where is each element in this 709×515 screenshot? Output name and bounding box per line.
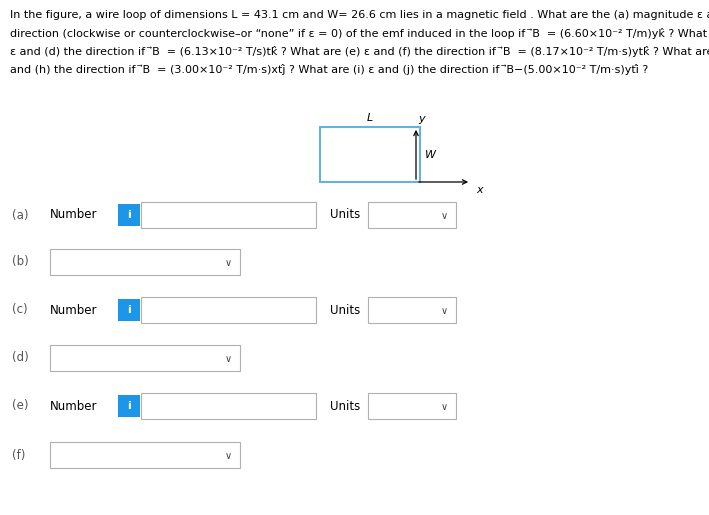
Text: ∨: ∨: [225, 451, 232, 461]
Text: W: W: [425, 149, 436, 160]
Bar: [50, 249, 240, 275]
Bar: [118, 204, 140, 226]
Bar: [141, 393, 316, 419]
Text: ∨: ∨: [225, 258, 232, 268]
Text: (f): (f): [12, 449, 26, 461]
Bar: [118, 299, 140, 321]
Text: i: i: [127, 401, 131, 411]
Text: Number: Number: [50, 303, 98, 317]
Text: ε and (d) the direction if  ⃗B  = (6.13×10⁻² T/s)tk̂ ? What are (e) ε and (f) th: ε and (d) the direction if ⃗B = (6.13×10…: [10, 46, 709, 57]
Text: x: x: [476, 185, 483, 195]
Bar: [368, 393, 456, 419]
Text: Units: Units: [330, 303, 360, 317]
Text: i: i: [127, 210, 131, 220]
Text: ∨: ∨: [225, 354, 232, 364]
Text: Units: Units: [330, 209, 360, 221]
Text: and (h) the direction if  ⃗B  = (3.00×10⁻² T/m·s)xtĵ ? What are (i) ε and (j) t: and (h) the direction if ⃗B = (3.00×10⁻²…: [10, 64, 648, 75]
Text: (b): (b): [12, 255, 29, 268]
Text: Number: Number: [50, 400, 98, 413]
Text: (c): (c): [12, 303, 28, 317]
Text: ∨: ∨: [440, 306, 447, 316]
Text: (e): (e): [12, 400, 28, 413]
Text: Units: Units: [330, 400, 360, 413]
Bar: [320, 127, 420, 182]
Text: In the figure, a wire loop of dimensions L = 43.1 cm and W= 26.6 cm lies in a ma: In the figure, a wire loop of dimensions…: [10, 10, 709, 20]
Text: ∨: ∨: [440, 402, 447, 412]
Text: direction (clockwise or counterclockwise–or “none” if ε = 0) of the emf induced : direction (clockwise or counterclockwise…: [10, 28, 709, 39]
Text: (a): (a): [12, 209, 28, 221]
Text: L: L: [367, 113, 373, 123]
Bar: [368, 202, 456, 228]
Text: (d): (d): [12, 352, 29, 365]
Bar: [118, 395, 140, 417]
Bar: [141, 297, 316, 323]
Text: y: y: [418, 114, 425, 124]
Text: Number: Number: [50, 209, 98, 221]
Bar: [368, 297, 456, 323]
Bar: [50, 442, 240, 468]
Text: ∨: ∨: [440, 211, 447, 221]
Text: i: i: [127, 305, 131, 315]
Bar: [141, 202, 316, 228]
Bar: [50, 345, 240, 371]
